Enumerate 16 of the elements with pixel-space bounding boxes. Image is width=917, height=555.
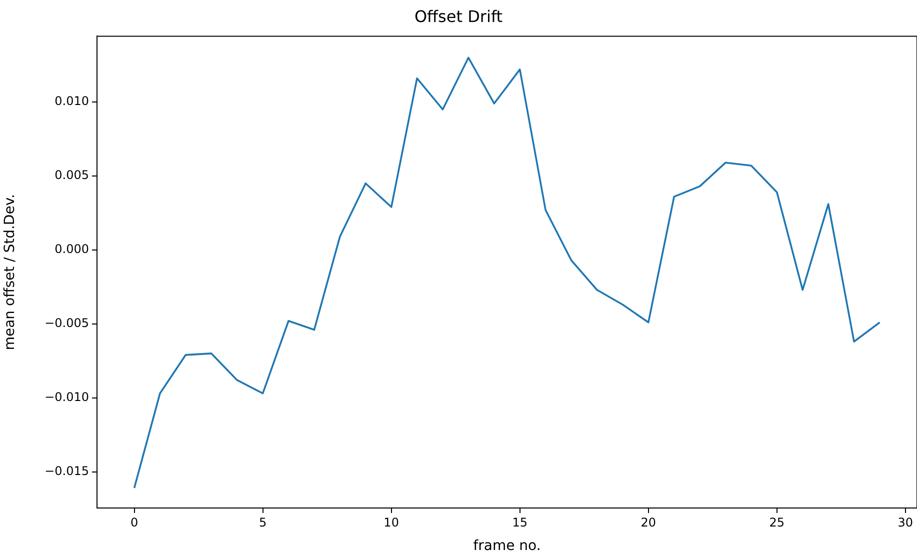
x-tick-label: 30 xyxy=(898,515,914,530)
y-tick-label: 0.000 xyxy=(54,242,89,256)
y-tick-label: 0.010 xyxy=(54,94,89,108)
x-tick-label: 0 xyxy=(130,515,138,530)
chart-title: Offset Drift xyxy=(414,6,503,26)
y-tick-label: 0.005 xyxy=(54,168,89,182)
x-axis-title: frame no. xyxy=(473,538,541,554)
x-tick-label: 15 xyxy=(512,515,528,530)
x-tick-label: 10 xyxy=(384,515,399,530)
y-axis-title: mean offset / Std.Dev. xyxy=(2,194,18,350)
y-tick-label: −0.010 xyxy=(44,390,89,404)
y-tick-label: −0.005 xyxy=(44,316,89,330)
x-tick-label: 5 xyxy=(258,515,267,530)
x-tick-label: 25 xyxy=(769,515,785,530)
y-tick-label: −0.015 xyxy=(44,464,89,478)
x-tick-label: 20 xyxy=(640,515,656,530)
